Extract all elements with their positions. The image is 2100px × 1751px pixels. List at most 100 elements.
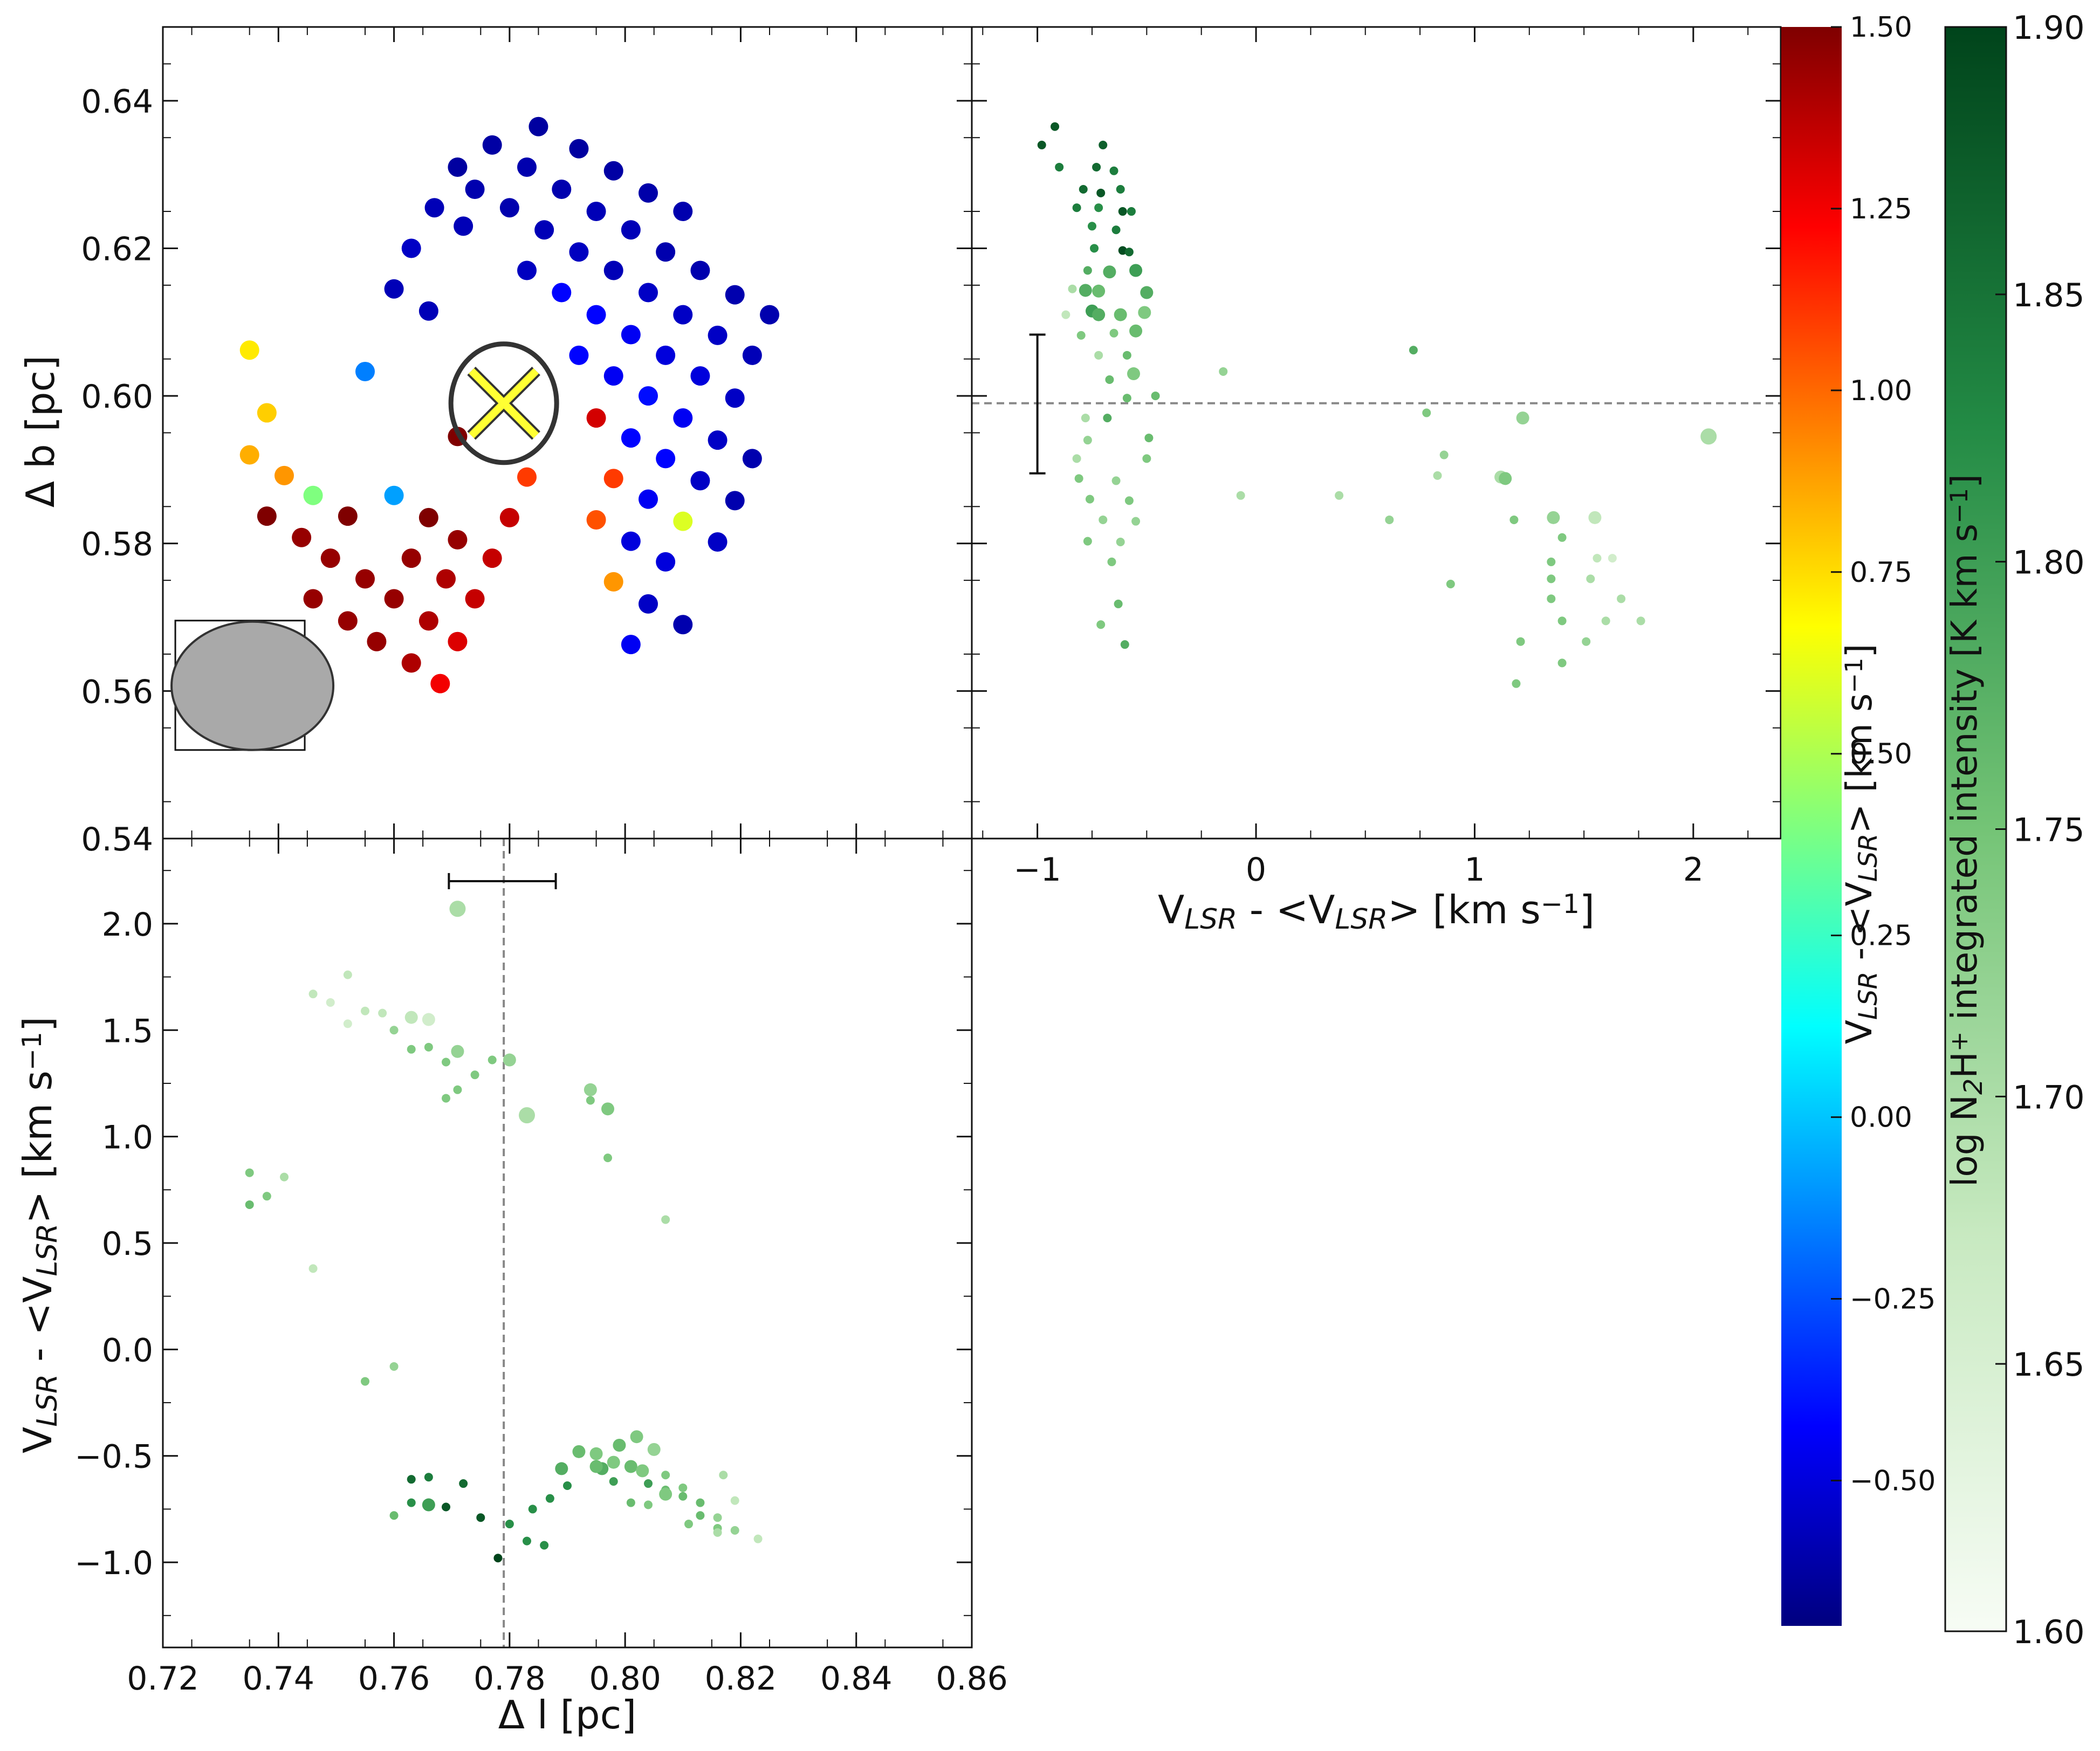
pv-point xyxy=(1547,574,1556,583)
position-map-points xyxy=(239,116,779,693)
colorbar-tick-label: 0.75 xyxy=(1850,557,1912,589)
lv-point xyxy=(343,970,352,979)
lv-point xyxy=(326,998,335,1007)
pv-point xyxy=(1547,511,1560,524)
map-point xyxy=(603,260,623,280)
pv-point xyxy=(1116,537,1125,546)
map-point xyxy=(603,366,623,386)
lv-point xyxy=(696,1498,705,1507)
map-point xyxy=(517,157,537,177)
y-tick-label: 1.0 xyxy=(102,1119,153,1157)
y-tick-label: −1.0 xyxy=(74,1544,153,1582)
velocity-latitude-ticks xyxy=(972,27,1781,840)
y-tick-label: 2.0 xyxy=(102,906,153,944)
y-tick-label: 0.56 xyxy=(81,673,153,711)
lv-point xyxy=(555,1462,568,1475)
velocity-latitude-xlabel: VLSR - <VLSR> [km s−1] xyxy=(1158,887,1595,936)
lv-point xyxy=(308,1264,318,1273)
lv-point xyxy=(609,1477,618,1486)
pv-point xyxy=(1601,616,1610,626)
lv-point xyxy=(626,1498,635,1507)
velocity-latitude-errorbar xyxy=(1029,333,1046,475)
map-point xyxy=(708,532,728,552)
map-point xyxy=(257,403,277,423)
y-tick-label: 0.0 xyxy=(102,1331,153,1369)
colorbar-tick-label: 0.50 xyxy=(1850,738,1912,771)
y-tick-label: 0.64 xyxy=(81,83,153,121)
map-point xyxy=(430,674,450,693)
y-tick-label: 0.60 xyxy=(81,378,153,416)
pv-point xyxy=(1516,411,1529,425)
lv-point xyxy=(589,1460,603,1473)
lv-point xyxy=(407,1498,416,1507)
lv-point xyxy=(442,1058,450,1067)
pv-point xyxy=(1129,324,1143,338)
colorbar-tick-label: 1.50 xyxy=(1850,11,1912,44)
map-point xyxy=(338,611,358,631)
lv-point xyxy=(523,1536,531,1546)
map-point xyxy=(552,283,572,303)
pv-point xyxy=(1129,264,1143,277)
map-point xyxy=(621,531,641,551)
y-tick-label: 0.62 xyxy=(81,230,153,268)
lv-point xyxy=(603,1153,612,1163)
lv-point xyxy=(644,1500,653,1509)
velocity-latitude-frame xyxy=(971,26,1782,840)
x-tick-label: 2 xyxy=(1683,851,1704,889)
map-point xyxy=(656,242,676,262)
lv-point xyxy=(563,1481,572,1490)
y-tick-label: −0.5 xyxy=(74,1438,153,1476)
map-point xyxy=(418,507,438,527)
x-tick-label: 0.80 xyxy=(589,1660,661,1698)
pv-point xyxy=(1547,557,1556,566)
pv-point xyxy=(1085,495,1094,504)
pv-point xyxy=(1099,515,1108,524)
pv-point xyxy=(1072,203,1081,212)
pv-point xyxy=(1122,394,1131,403)
pv-point xyxy=(1103,414,1112,423)
longitude-velocity-tick-labels: 0.72 0.74 0.76 0.78 0.80 0.82 0.84 0.86 −1.0 −0.5… xyxy=(74,906,1008,1698)
map-point xyxy=(603,161,623,181)
map-point xyxy=(355,569,375,589)
map-point xyxy=(465,180,485,199)
map-point xyxy=(384,589,404,609)
pv-point xyxy=(1547,594,1556,603)
lv-point xyxy=(545,1494,554,1503)
pv-point xyxy=(1385,515,1394,524)
pv-point xyxy=(1557,616,1567,626)
map-point xyxy=(239,445,259,465)
lv-point xyxy=(613,1439,626,1452)
pv-point xyxy=(1219,367,1228,376)
lv-point xyxy=(713,1528,722,1537)
map-point xyxy=(569,345,589,365)
pv-point xyxy=(1107,557,1116,566)
intensity-colorbar: 1.60 1.65 1.70 1.75 1.80 1.85 1.90 log N2H+ in… xyxy=(1944,9,2085,1651)
pv-point xyxy=(1124,248,1134,257)
map-point xyxy=(569,139,589,159)
x-tick-label: −1 xyxy=(1013,851,1061,889)
pv-point xyxy=(1037,140,1046,149)
pv-point xyxy=(1076,331,1086,340)
pv-point xyxy=(1138,306,1151,319)
pv-point xyxy=(1074,474,1083,483)
lv-point xyxy=(493,1554,503,1563)
map-point xyxy=(656,345,676,365)
lv-point xyxy=(245,1200,254,1209)
lv-point xyxy=(713,1513,722,1522)
map-point xyxy=(367,631,387,651)
lv-point xyxy=(476,1513,485,1522)
pv-point xyxy=(1409,346,1418,355)
pv-point xyxy=(1081,414,1090,423)
map-point xyxy=(401,548,421,568)
lv-point xyxy=(422,1013,435,1026)
map-point xyxy=(274,465,294,485)
lv-point xyxy=(459,1479,468,1488)
colorbar-tick-label: −0.50 xyxy=(1850,1465,1936,1497)
position-map-panel: 0.54 0.56 0.58 0.60 0.62 0.64 Δ b [pc] xyxy=(18,26,973,859)
velocity-latitude-panel: −1 0 1 2 VLSR - <VLSR> [km s−1] xyxy=(971,26,1782,936)
lv-point xyxy=(453,1085,462,1094)
colorbar-tick-label: −0.25 xyxy=(1850,1283,1936,1316)
map-point xyxy=(401,653,421,673)
pv-point xyxy=(1144,434,1154,443)
lv-point xyxy=(505,1520,514,1529)
